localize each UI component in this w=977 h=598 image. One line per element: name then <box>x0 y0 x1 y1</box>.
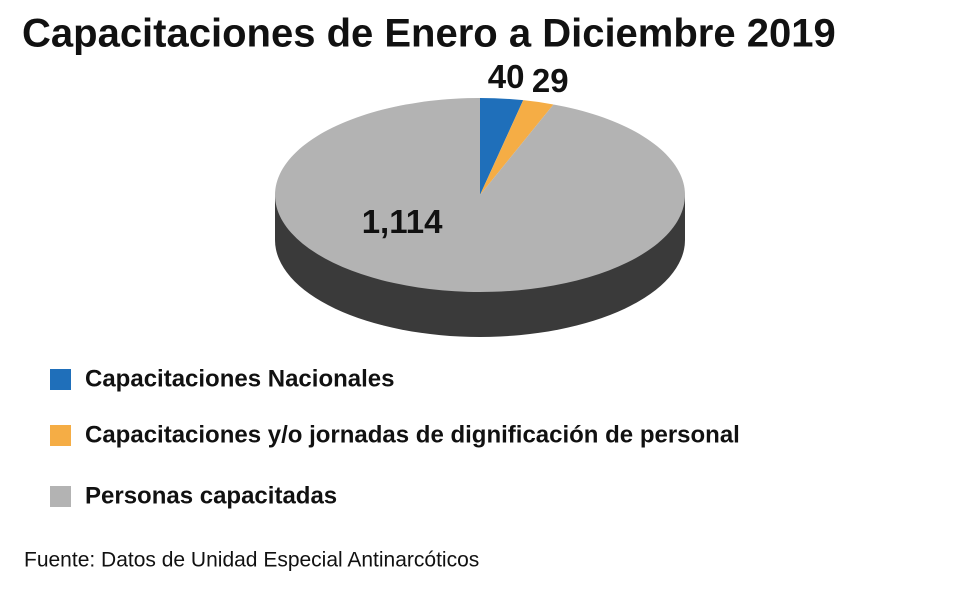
legend-swatch <box>50 486 71 507</box>
value-label: 1,114 <box>362 203 443 240</box>
legend-label: Capacitaciones Nacionales <box>85 365 394 392</box>
chart-title: Capacitaciones de Enero a Diciembre 2019 <box>22 12 836 56</box>
legend-swatch <box>50 369 71 390</box>
pie-slice <box>480 100 554 195</box>
legend-label: Capacitaciones y/o jornadas de dignifica… <box>85 421 740 448</box>
pie-slice <box>274 98 685 292</box>
legend-label: Personas capacitadas <box>85 482 337 509</box>
source-note: Fuente: Datos de Unidad Especial Antinar… <box>24 549 479 572</box>
pie-slice <box>480 98 524 195</box>
legend-swatch <box>50 425 71 446</box>
value-label: 29 <box>532 62 569 99</box>
value-label: 40 <box>488 58 525 95</box>
